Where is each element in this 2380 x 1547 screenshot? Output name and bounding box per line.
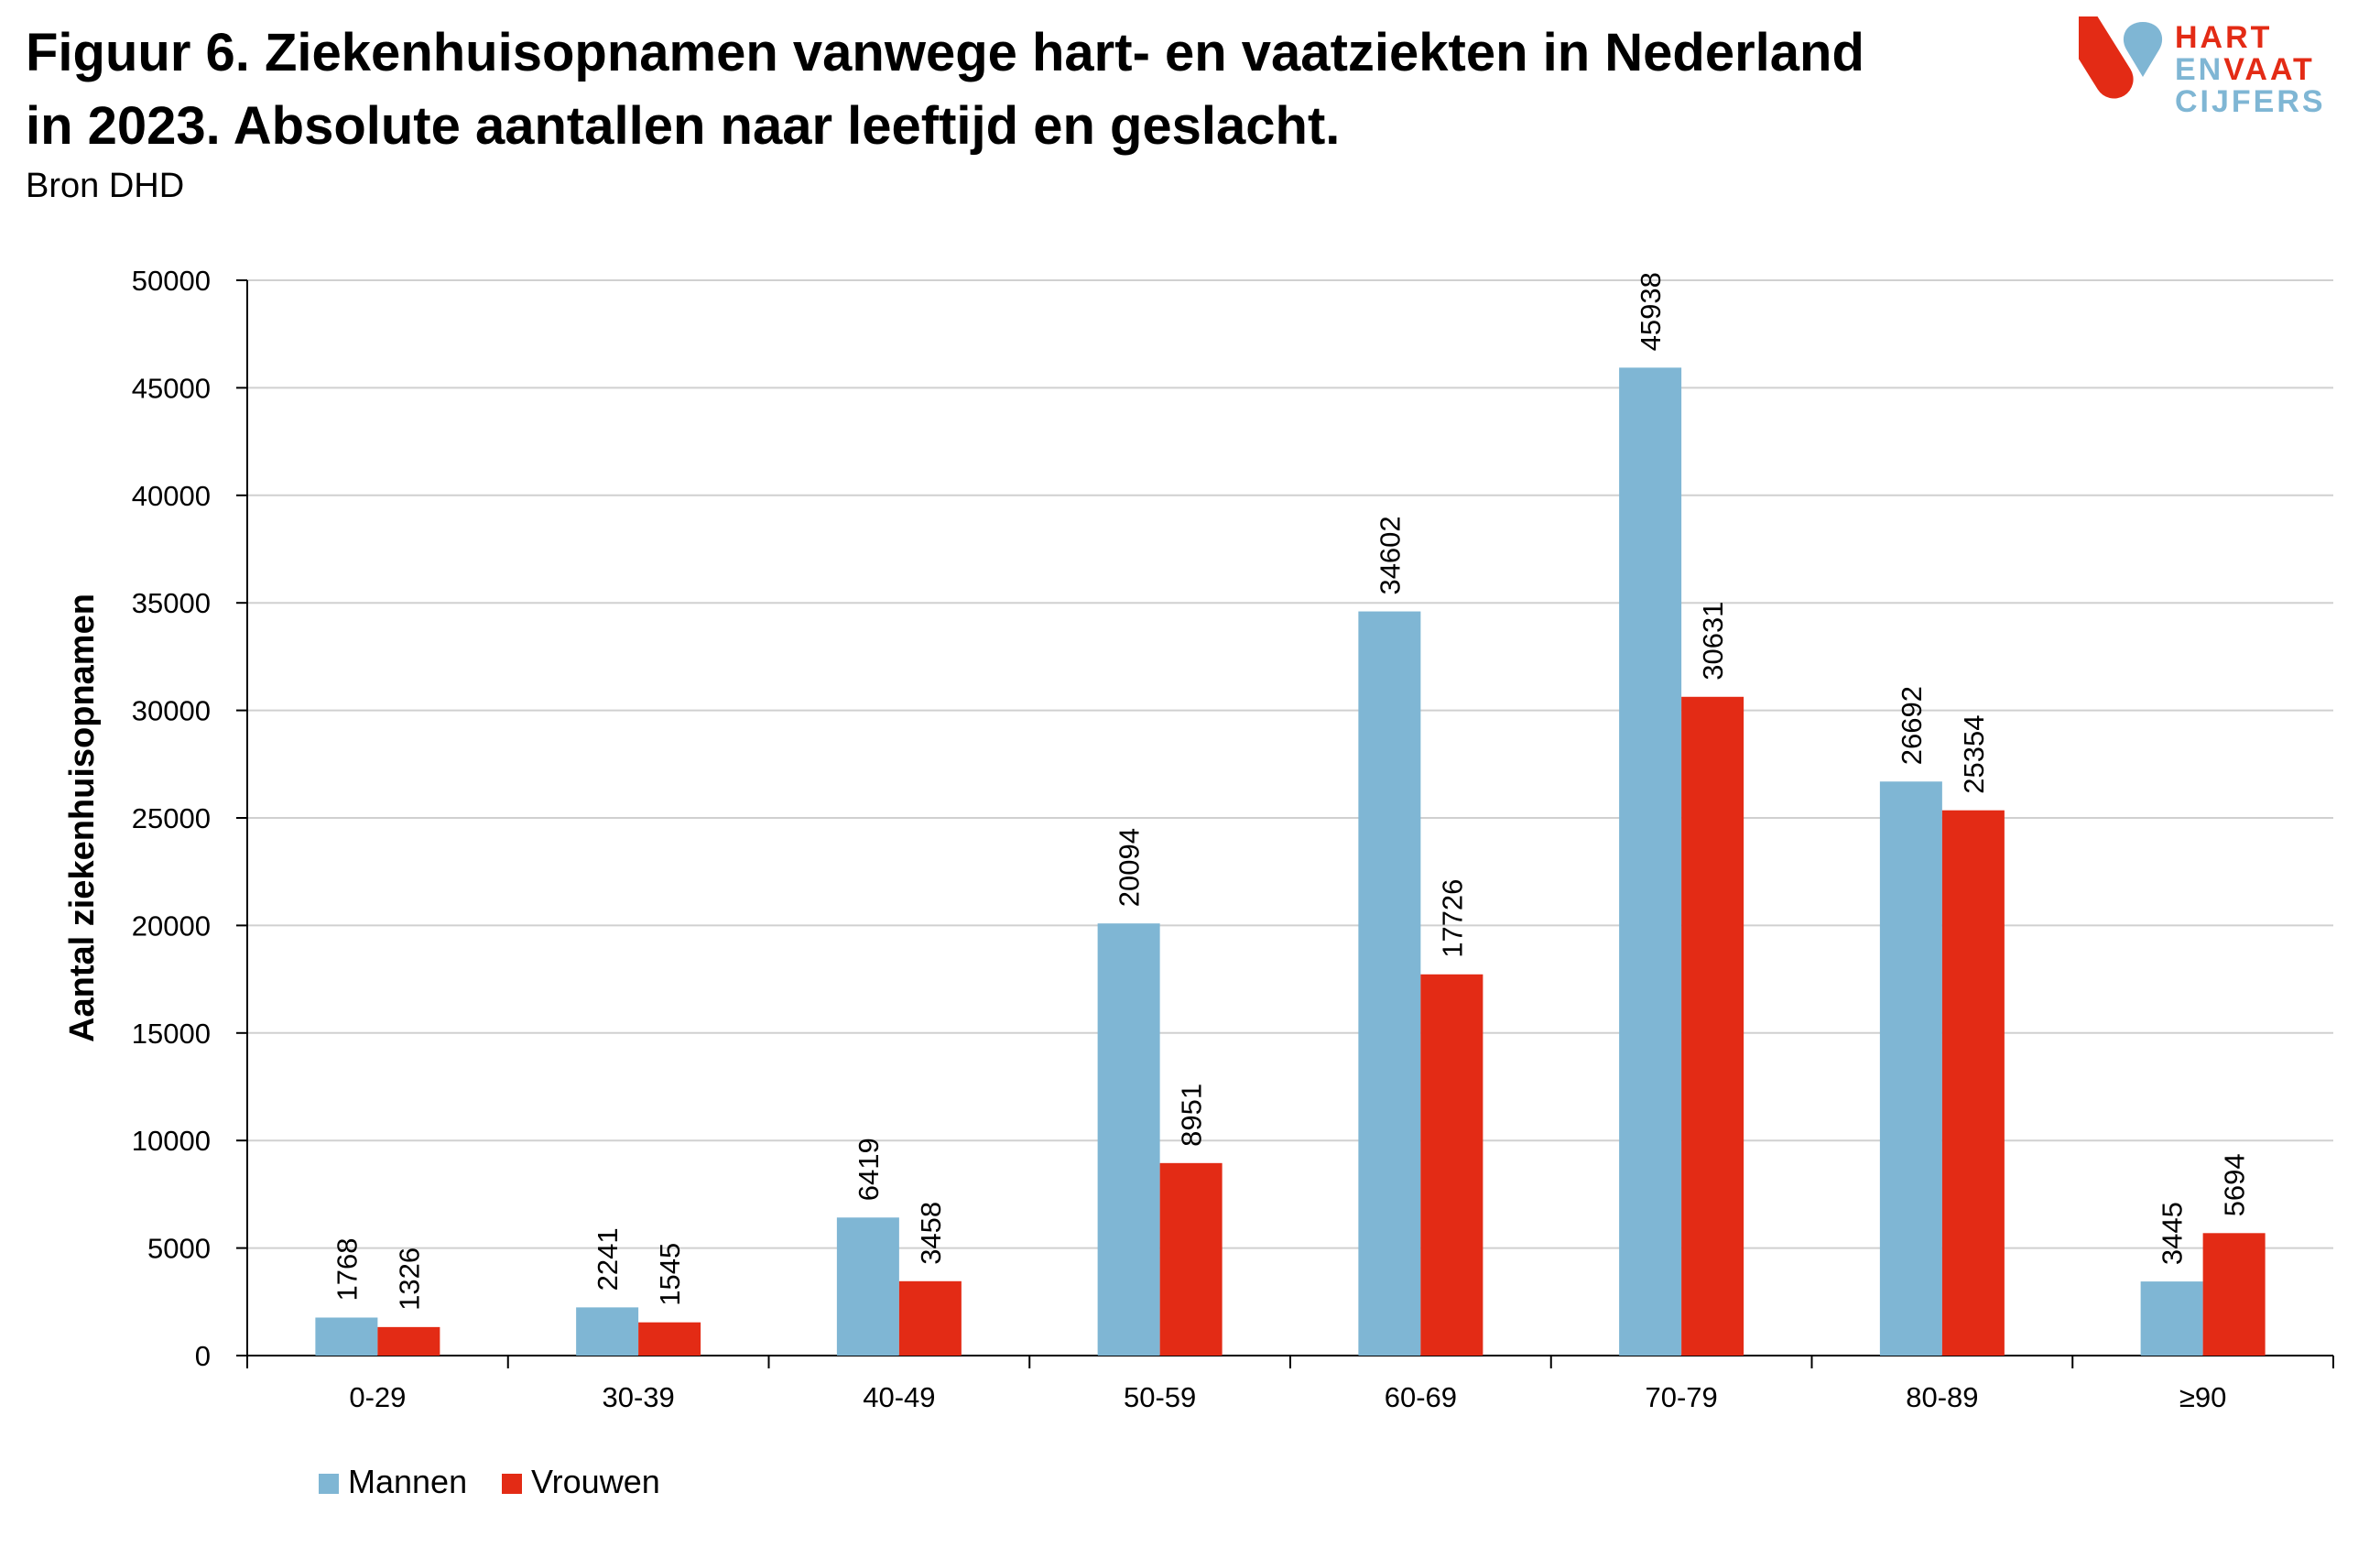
bar-vrouwen (1681, 696, 1744, 1356)
bar-mannen (836, 1217, 899, 1356)
data-label-mannen: 3445 (2157, 1202, 2189, 1265)
x-tick-label: 30-39 (602, 1381, 674, 1413)
hart-en-vaat-cijfers-logo: HART ENVAAT CIJFERS (2079, 16, 2326, 117)
data-label-vrouwen: 3458 (915, 1202, 947, 1265)
x-tick-label: 80-89 (1906, 1381, 1978, 1413)
data-label-mannen: 6419 (853, 1138, 885, 1201)
logo-text-vaat: VAAT (2223, 52, 2315, 87)
y-tick-label: 0 (195, 1340, 211, 1372)
chart-title-line-2: in 2023. Absolute aantallen naar leeftij… (26, 96, 1341, 156)
data-label-vrouwen: 25354 (1958, 714, 1990, 793)
logo-text-en: EN (2175, 52, 2223, 87)
logo-blue-drop (2123, 22, 2163, 77)
data-label-mannen: 34602 (1374, 516, 1406, 594)
y-tick-label: 40000 (132, 480, 211, 512)
data-label-mannen: 1768 (331, 1238, 363, 1302)
y-tick-label: 15000 (132, 1018, 211, 1050)
legend-swatch-vrouwen (502, 1474, 522, 1494)
chart-title: Figuur 6. Ziekenhuisopnamen vanwege hart… (26, 16, 1903, 163)
logo-red-stroke (2079, 16, 2134, 99)
source-note: Bron DHD (26, 167, 185, 205)
data-label-vrouwen: 8951 (1176, 1084, 1208, 1147)
bar-vrouwen (2202, 1233, 2266, 1356)
logo-text-line-2: ENVAAT (2175, 52, 2315, 87)
data-label-vrouwen: 1545 (654, 1243, 686, 1306)
x-tick-label: 70-79 (1645, 1381, 1717, 1413)
logo-text-line-1: HART (2175, 20, 2272, 55)
bar-mannen (315, 1317, 378, 1356)
bar-vrouwen (898, 1280, 962, 1356)
y-tick-label: 10000 (132, 1125, 211, 1157)
data-label-mannen: 20094 (1114, 828, 1146, 907)
bar-vrouwen (1420, 974, 1483, 1356)
x-tick-label: ≥90 (2179, 1381, 2227, 1413)
y-tick-label: 45000 (132, 372, 211, 404)
bar-mannen (576, 1307, 639, 1356)
data-label-vrouwen: 30631 (1697, 602, 1729, 681)
x-tick-label: 60-69 (1385, 1381, 1457, 1413)
y-tick-label: 35000 (132, 587, 211, 619)
data-label-vrouwen: 17726 (1436, 879, 1468, 958)
y-tick-label: 5000 (147, 1233, 211, 1265)
y-tick-label: 30000 (132, 695, 211, 727)
logo-text-line-3: CIJFERS (2175, 84, 2326, 117)
data-label-mannen: 26692 (1896, 686, 1928, 765)
bar-mannen (1097, 923, 1160, 1356)
legend-swatch-mannen (319, 1474, 339, 1494)
data-label-mannen: 45938 (1635, 272, 1667, 351)
legend-label-mannen: Mannen (348, 1463, 467, 1500)
x-tick-label: 0-29 (349, 1381, 406, 1413)
bar-mannen (1619, 367, 1682, 1356)
data-label-mannen: 2241 (592, 1227, 624, 1291)
y-tick-label: 25000 (132, 802, 211, 834)
bar-mannen (2140, 1281, 2203, 1356)
bar-vrouwen (1159, 1162, 1223, 1356)
data-label-vrouwen: 1326 (393, 1247, 425, 1311)
chart-title-line-1: Figuur 6. Ziekenhuisopnamen vanwege hart… (26, 23, 1864, 82)
y-tick-label: 20000 (132, 910, 211, 942)
bar-vrouwen (638, 1322, 701, 1356)
y-tick-label: 50000 (132, 265, 211, 297)
y-axis-title: Aantal ziekenhuisopnamen (63, 594, 102, 1042)
bar-mannen (1358, 611, 1421, 1356)
x-tick-label: 50-59 (1124, 1381, 1196, 1413)
bar-vrouwen (377, 1326, 440, 1356)
data-label-vrouwen: 5694 (2219, 1153, 2251, 1216)
bar-vrouwen (1941, 810, 2005, 1356)
x-tick-label: 40-49 (863, 1381, 935, 1413)
legend-label-vrouwen: Vrouwen (531, 1463, 660, 1500)
bar-mannen (1879, 781, 1942, 1356)
